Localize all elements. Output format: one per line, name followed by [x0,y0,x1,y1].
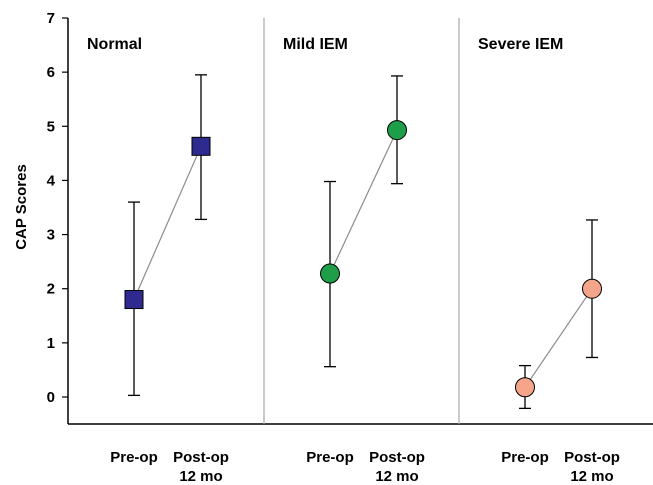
data-point-3-2 [582,278,602,299]
y-tick-label-6: 6 [47,64,55,81]
y-tick-label-1: 1 [47,335,55,352]
x-category-label-1-2-line1: Post-op [173,449,229,466]
x-category-label-2-1: Pre-op [306,449,354,466]
x-category-label-1-2-line2: 12 mo [179,468,222,485]
connector-line-3 [524,288,593,388]
x-category-label-1-1: Pre-op [110,449,158,466]
y-tick-label-7: 7 [47,10,55,27]
y-tick-label-5: 5 [47,118,55,135]
data-point-1-2 [191,136,211,156]
panel-title-2: Mild IEM [283,36,348,53]
panel-title-1: Normal [87,36,142,53]
y-tick-label-0: 0 [47,389,55,406]
panel-title-3: Severe IEM [478,36,563,53]
data-point-2-1 [320,263,340,284]
data-point-1-1 [124,290,144,310]
y-tick-label-2: 2 [47,281,55,298]
x-category-label-3-2-line2: 12 mo [570,468,613,485]
data-point-2-2 [387,120,407,141]
x-category-label-3-1: Pre-op [501,449,549,466]
y-tick-label-4: 4 [47,172,56,189]
y-axis-title: CAP Scores [13,164,30,250]
plot-area: 0 1 2 3 4 5 6 7 Normal Pre-op Post-op 12 mo Mild IEM… [47,10,653,485]
data-point-3-1 [515,377,535,398]
connector-line-1 [133,146,202,300]
x-category-label-2-2-line1: Post-op [369,449,425,466]
x-category-label-2-2-line2: 12 mo [375,468,418,485]
x-category-label-3-2-line1: Post-op [564,449,620,466]
connector-line-2 [329,129,398,274]
y-tick-label-3: 3 [47,227,55,244]
